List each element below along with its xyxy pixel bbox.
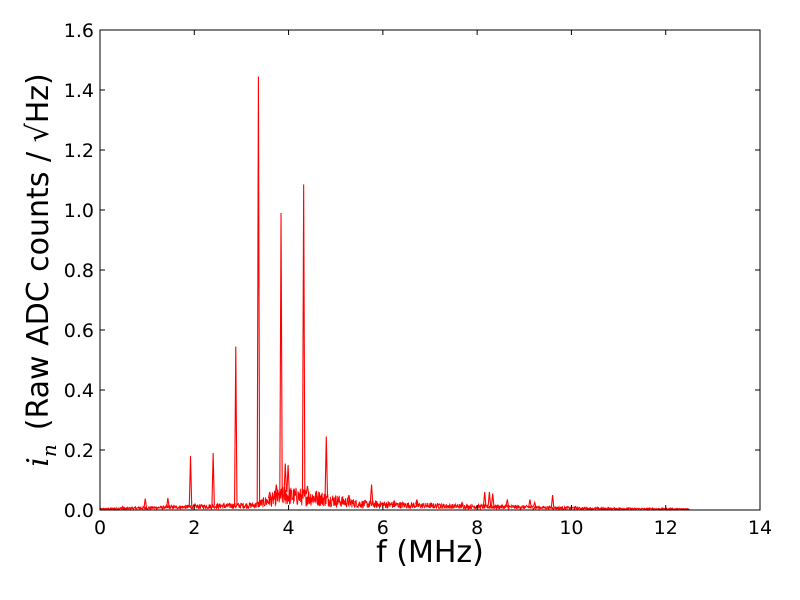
y-tick-label: 0.6 bbox=[64, 320, 94, 342]
x-tick-label: 4 bbox=[283, 517, 295, 539]
x-tick-label: 0 bbox=[94, 517, 106, 539]
y-axis-label-subscript: n bbox=[37, 444, 61, 457]
ticks-layer bbox=[99, 29, 761, 511]
spectrum-peak bbox=[166, 497, 170, 507]
ticklabels-layer: 0 2 4 6 8 10 12 14 0.0 0.2 0.4 0.6 0.8 1.0 1.2 1.4 1.6 bbox=[64, 20, 772, 539]
y-tick-label: 0.4 bbox=[64, 380, 94, 402]
spectrum-peak bbox=[460, 500, 464, 506]
x-tick-label: 12 bbox=[654, 517, 678, 539]
x-tick-label: 8 bbox=[471, 517, 483, 539]
spectrum-peak bbox=[301, 184, 306, 494]
spectrum-peak bbox=[415, 499, 419, 505]
spectrum-peak bbox=[573, 505, 577, 509]
spectrum-peak bbox=[188, 455, 193, 507]
spectrum-peak bbox=[120, 505, 125, 509]
spectrum-peak bbox=[369, 484, 374, 503]
spectrum-peak bbox=[279, 212, 283, 494]
x-tick-label: 14 bbox=[748, 517, 772, 539]
y-tick-label: 0.0 bbox=[64, 500, 94, 522]
spectrum-peak bbox=[490, 493, 495, 507]
spectrum-peak bbox=[487, 491, 492, 507]
spectrum-peak bbox=[596, 506, 600, 509]
y-axis-label-symbol: i bbox=[21, 457, 56, 467]
y-tick-label: 0.2 bbox=[64, 440, 94, 462]
spectrum-peak bbox=[347, 494, 351, 501]
y-tick-label: 1.6 bbox=[64, 20, 94, 42]
spectrum-peak bbox=[437, 503, 441, 506]
spectrum-peak bbox=[256, 76, 261, 503]
spectrum-peak bbox=[274, 484, 279, 496]
spectrum-peak bbox=[550, 494, 555, 508]
x-tick-label: 6 bbox=[377, 517, 389, 539]
spectrum-peak bbox=[143, 498, 148, 508]
y-axis-label-group: in (Raw ADC counts / √Hz) bbox=[21, 73, 61, 467]
y-tick-label: 1.0 bbox=[64, 200, 94, 222]
spectrum-peak bbox=[532, 500, 537, 507]
spectrum-peak bbox=[267, 491, 272, 499]
x-axis-label: f (MHz) bbox=[376, 535, 484, 570]
y-tick-label: 0.8 bbox=[64, 260, 94, 282]
spectrum-peak bbox=[211, 452, 215, 506]
series-layer bbox=[99, 76, 690, 512]
y-axis-label: in (Raw ADC counts / √Hz) bbox=[21, 73, 61, 467]
spectrum-peak bbox=[286, 464, 290, 493]
spectrum-peak bbox=[283, 463, 288, 493]
y-tick-label: 1.2 bbox=[64, 140, 94, 162]
y-tick-label: 1.4 bbox=[64, 80, 94, 102]
spectrum-peak bbox=[505, 499, 510, 507]
spectrum-peak bbox=[392, 499, 396, 504]
x-tick-label: 2 bbox=[188, 517, 200, 539]
spectrum-peak bbox=[482, 491, 487, 506]
x-tick-label: 10 bbox=[559, 517, 583, 539]
spectrum-noise-trace bbox=[99, 486, 690, 512]
spectrum-peak bbox=[324, 436, 329, 497]
spectrum-peak bbox=[305, 485, 310, 495]
spectrum-peak bbox=[234, 346, 238, 505]
spectrum-peak bbox=[528, 499, 532, 507]
y-axis-label-text: (Raw ADC counts / √Hz) bbox=[21, 73, 56, 430]
